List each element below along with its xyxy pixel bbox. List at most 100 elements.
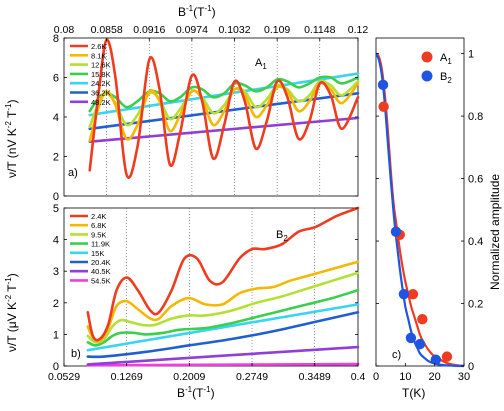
data-point-A1 — [407, 288, 419, 300]
legend-label-b: 9.5K — [91, 230, 106, 239]
data-point-B2 — [390, 226, 402, 237]
y-tick-label-c: 0.4 — [468, 236, 483, 248]
legend-marker-c — [421, 51, 433, 63]
panel-c: 0 0.2 0.4 0.6 0.8 1 0 10 20 30 A1 B2 c) T(K) Norm… — [373, 37, 502, 400]
data-point-B2 — [414, 338, 426, 350]
series-line-6.8K — [86, 260, 360, 343]
y-tick-label-a: 4 — [53, 112, 59, 124]
top-tick-label: 0.109 — [264, 24, 290, 36]
y-tick-label-c: 0.6 — [468, 174, 483, 186]
legend-label-a: 8.1K — [91, 51, 106, 60]
panel-a-tag: a) — [68, 167, 78, 179]
data-point-A1 — [378, 101, 389, 112]
x-tick-label-c: 30 — [458, 371, 470, 383]
y-tick-label-c: 0 — [468, 361, 474, 373]
x-tick-label-c: 20 — [429, 371, 441, 383]
y-tick-label-a: 6 — [53, 73, 59, 85]
top-tick-label: 0.0916 — [133, 24, 165, 36]
top-tick-label: 0.0974 — [176, 24, 208, 36]
data-point-A1 — [441, 351, 453, 362]
legend-label-a: 15.8K — [91, 70, 111, 79]
panel-b-ylabel: ν/T (μV K-2 T-1) — [4, 273, 19, 352]
y-tick-label-b: 5 — [53, 203, 59, 215]
series-line-15.8K — [88, 75, 360, 113]
panel-c-ylabel: Normalized amplitude — [488, 174, 502, 290]
top-tick-label: 0.0858 — [91, 24, 123, 36]
legend-label-a: 12.6K — [91, 61, 111, 70]
panel-b-y-ticks: 0 1 2 3 4 5 — [53, 203, 358, 373]
panel-b-tag: b) — [71, 348, 81, 360]
y-tick-label-c: 1 — [468, 49, 474, 61]
data-point-B2 — [398, 288, 410, 300]
top-axis-label: B-1(T-1) — [178, 4, 216, 19]
x-tick-label-b: 0.4 — [351, 371, 366, 383]
panel-c-y-ticks: 0 0.2 0.4 0.6 0.8 1 — [376, 49, 483, 373]
series-line-8.1K — [88, 81, 360, 142]
series-line-20.4K — [86, 310, 360, 359]
x-tick-label-c: 0 — [373, 371, 379, 383]
x-tick-label-c: 10 — [399, 371, 411, 383]
legend-label-c: A1 — [440, 52, 452, 66]
series-line-9.5K — [86, 271, 360, 344]
legend-label-b: 11.9K — [91, 240, 110, 249]
panel-c-xlabel: T(K) — [402, 386, 425, 400]
legend-label-b: 6.8K — [91, 221, 106, 230]
legend-label-a: 36.2K — [91, 89, 111, 98]
y-tick-label-a: 8 — [53, 33, 59, 45]
y-tick-label-a: 2 — [53, 152, 59, 164]
annotation-b2: B2 — [276, 229, 288, 243]
data-point-B2 — [405, 332, 417, 344]
bottom-axis-label: B-1(T-1) — [177, 385, 215, 400]
x-tick-label-b: 0.3489 — [299, 371, 331, 383]
top-tick-label: 0.12 — [348, 24, 369, 36]
legend-label-b: 15K — [91, 249, 104, 258]
series-line-15K — [86, 303, 360, 352]
x-tick-label-b: 0.0529 — [48, 371, 80, 383]
annotation-a1: A1 — [255, 57, 267, 71]
panel-c-x-ticks: 0 10 20 30 — [373, 363, 470, 383]
panel-b-series — [86, 206, 360, 367]
y-tick-label-b: 3 — [53, 266, 59, 278]
panel-b: 0 1 2 3 4 5 0.0529 0.1269 0.2009 0.2749 0.3489 0.4… — [4, 203, 365, 400]
data-point-B2 — [430, 354, 442, 365]
series-line-40.5K — [86, 345, 360, 366]
y-tick-label-b: 2 — [53, 298, 59, 310]
y-tick-label-b: 4 — [53, 235, 59, 247]
legend-label-a: 48.2K — [91, 98, 111, 107]
panel-a-y-ticks: 0 2 4 6 8 — [53, 33, 358, 203]
panel-a-top-ticks: 0.08 0.0858 0.0916 0.0974 0.1032 0.109 0.1148 0… — [54, 24, 369, 41]
y-tick-label-b: 0 — [53, 361, 59, 373]
series-line-54.5K — [86, 362, 360, 367]
panel-b-grid — [126, 208, 316, 366]
legend-label-b: 20.4K — [91, 258, 111, 267]
legend-label-a: 2.6K — [91, 42, 106, 51]
top-tick-label: 0.1148 — [304, 24, 335, 36]
legend-label-b: 54.5K — [91, 276, 111, 285]
data-point-B2 — [377, 79, 389, 91]
panel-c-tag: c) — [392, 349, 401, 361]
panel-c-frame — [375, 37, 465, 367]
x-tick-label-b: 0.2009 — [173, 371, 205, 383]
top-tick-label: 0.08 — [54, 24, 75, 36]
legend-label-a: 24.2K — [91, 79, 111, 88]
panel-a-ylabel: ν/T (nV K-2 T-1) — [4, 100, 19, 179]
y-tick-label-c: 0.8 — [468, 111, 483, 123]
panel-c-points — [377, 79, 453, 365]
series-line-2.4K — [86, 206, 360, 342]
fit-curve-B2 — [375, 53, 465, 368]
legend-label-c: B2 — [440, 71, 452, 85]
y-tick-label-a: 0 — [53, 191, 59, 203]
x-tick-label-b: 0.1269 — [111, 371, 143, 383]
legend-label-b: 40.5K — [91, 267, 111, 276]
y-tick-label-b: 1 — [53, 329, 59, 341]
series-line-12.6K — [88, 79, 360, 129]
series-line-11.9K — [86, 288, 360, 347]
panel-a-series — [88, 38, 360, 179]
legend-marker-c — [421, 70, 433, 82]
y-tick-label-c: 0.2 — [468, 299, 483, 311]
panel-b-x-ticks: 0.0529 0.1269 0.2009 0.2749 0.3489 0.4 — [48, 363, 366, 383]
